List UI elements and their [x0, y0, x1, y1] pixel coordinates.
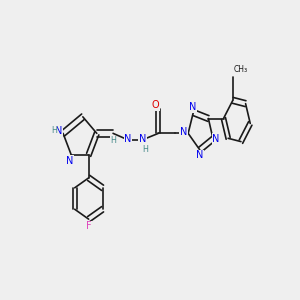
Text: N: N: [55, 126, 63, 136]
Text: N: N: [139, 134, 146, 144]
Text: H: H: [51, 126, 57, 135]
Text: O: O: [152, 100, 159, 110]
Text: H: H: [142, 145, 148, 154]
Text: N: N: [196, 151, 203, 160]
Text: H: H: [110, 136, 116, 145]
Text: N: N: [180, 128, 187, 137]
Text: N: N: [212, 134, 220, 144]
Text: N: N: [124, 134, 132, 144]
Text: CH₃: CH₃: [234, 65, 248, 74]
Text: N: N: [66, 156, 74, 166]
Text: F: F: [86, 221, 92, 231]
Text: N: N: [189, 102, 196, 112]
